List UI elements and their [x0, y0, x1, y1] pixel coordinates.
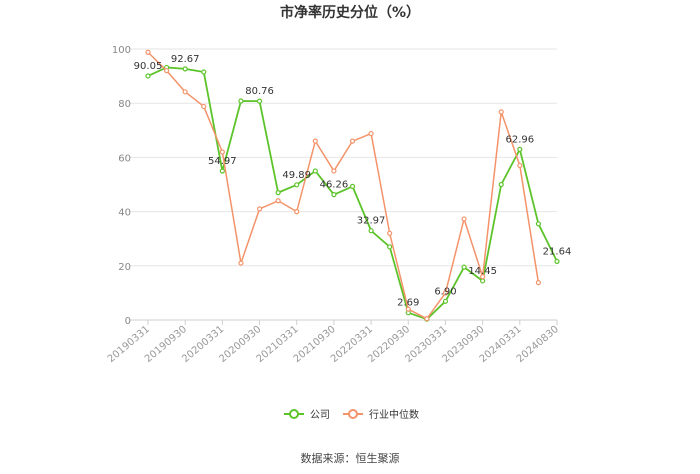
source-note: 数据来源：恒生聚源	[301, 451, 400, 465]
data-label: 62.96	[505, 134, 534, 145]
data-point[interactable]	[405, 306, 411, 312]
data-point[interactable]	[424, 316, 430, 322]
data-label: 2.69	[397, 298, 419, 309]
data-label: 14.45	[468, 266, 497, 277]
data-point[interactable]	[535, 221, 542, 227]
data-point[interactable]	[387, 230, 393, 236]
data-point[interactable]	[517, 146, 523, 152]
data-point[interactable]	[461, 264, 467, 270]
data-point[interactable]	[331, 192, 337, 198]
legend-label[interactable]: 公司	[310, 410, 330, 421]
data-point[interactable]	[461, 216, 467, 222]
data-label-layer: 90.05 92.67 54.97 80.76 49.89 46.26 32.97 2.69 6…	[134, 54, 572, 309]
data-point[interactable]	[331, 168, 337, 174]
data-point[interactable]	[368, 228, 374, 234]
data-point[interactable]	[368, 130, 374, 137]
data-point[interactable]	[145, 73, 151, 79]
data-point[interactable]	[275, 190, 281, 196]
data-point[interactable]	[182, 89, 188, 95]
data-point[interactable]	[145, 49, 151, 55]
data-point[interactable]	[294, 182, 300, 188]
data-label: 21.64	[543, 246, 572, 257]
data-point[interactable]	[535, 280, 542, 286]
data-label: 6.90	[434, 286, 456, 297]
data-point[interactable]	[201, 69, 207, 75]
data-point[interactable]	[498, 181, 504, 188]
data-point[interactable]	[387, 244, 393, 250]
data-point[interactable]	[498, 109, 504, 115]
data-point[interactable]	[201, 103, 207, 110]
y-tick-label: 40	[118, 208, 131, 219]
data-point[interactable]	[238, 260, 244, 266]
chart-title: 市净率历史分位（%）	[280, 4, 420, 21]
data-point[interactable]	[238, 98, 244, 104]
data-label: 32.97	[357, 216, 386, 227]
data-point[interactable]	[480, 278, 486, 284]
data-label: 92.67	[171, 54, 200, 65]
series-line-0	[147, 66, 558, 321]
data-point[interactable]	[275, 198, 281, 204]
data-label: 54.97	[208, 156, 237, 167]
y-tick-label: 60	[118, 153, 131, 164]
data-point[interactable]	[294, 209, 300, 215]
data-point[interactable]	[517, 162, 523, 169]
data-point[interactable]	[182, 66, 188, 72]
data-point[interactable]	[219, 149, 225, 155]
y-tick-label: 80	[118, 99, 131, 110]
grid-layer	[130, 48, 557, 321]
y-tick-label: 100	[112, 45, 131, 56]
y-tick-label: 0	[125, 316, 131, 327]
series-line-1	[147, 51, 540, 320]
data-point[interactable]	[554, 258, 560, 264]
data-point[interactable]	[256, 206, 263, 212]
data-point[interactable]	[442, 298, 449, 304]
data-point[interactable]	[256, 98, 263, 104]
data-point[interactable]	[312, 138, 318, 144]
series-layer	[145, 49, 560, 322]
data-label: 49.89	[282, 170, 311, 181]
data-label: 90.05	[134, 61, 163, 72]
data-label: 46.26	[320, 180, 349, 191]
data-point[interactable]	[480, 274, 486, 280]
data-point[interactable]	[349, 183, 356, 189]
legend-swatch-marker[interactable]	[289, 409, 299, 419]
axis-layer: 0204060801002019033120190930202003312020…	[106, 45, 561, 365]
legend-label[interactable]: 行业中位数	[369, 408, 419, 421]
data-point[interactable]	[219, 168, 225, 174]
data-point[interactable]	[442, 290, 449, 296]
data-label: 80.76	[245, 86, 274, 97]
data-point[interactable]	[349, 138, 356, 144]
data-point[interactable]	[312, 168, 318, 174]
legend-swatch-marker[interactable]	[348, 409, 358, 419]
y-tick-label: 20	[118, 262, 131, 273]
legend[interactable]: 公司 行业中位数	[284, 408, 419, 421]
data-point[interactable]	[163, 68, 170, 74]
